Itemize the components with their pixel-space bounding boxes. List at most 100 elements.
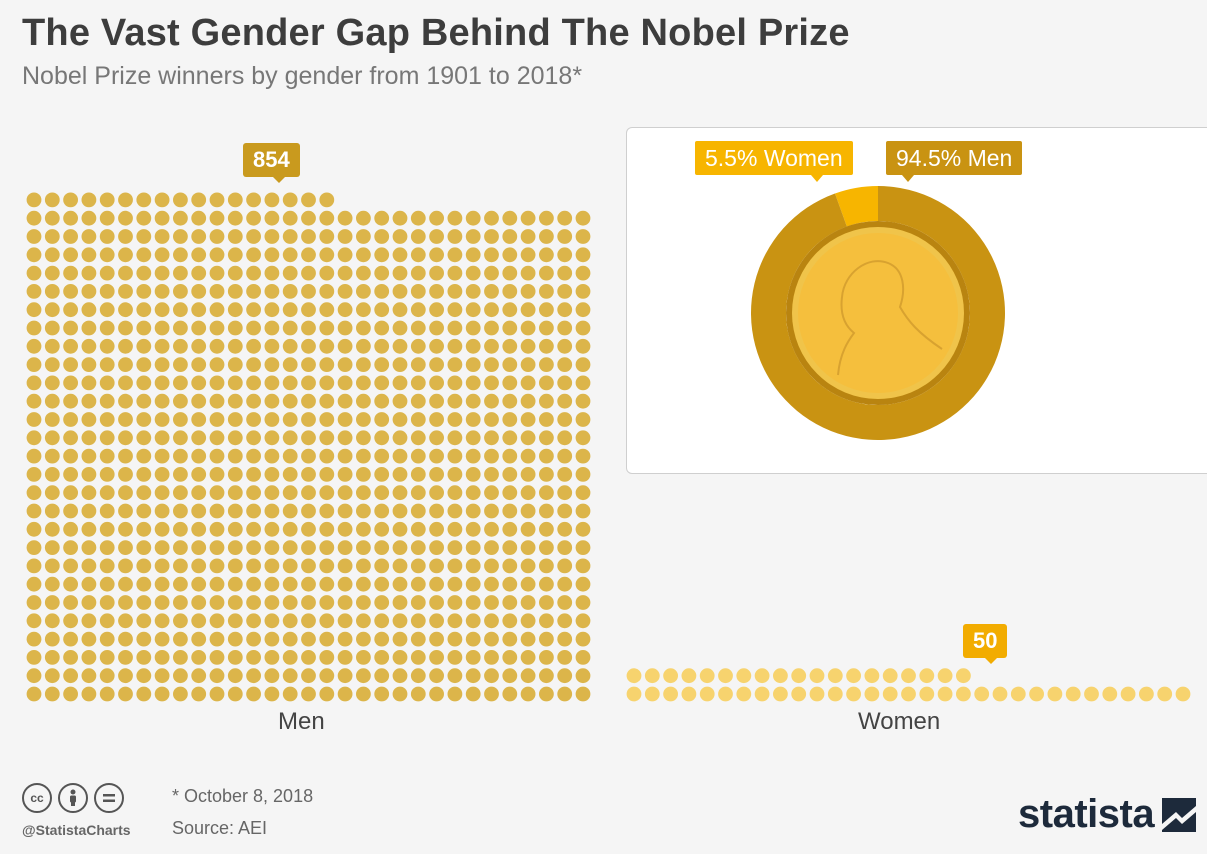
dot-men [154, 650, 170, 665]
dot-men [136, 412, 152, 427]
dot-men [484, 375, 499, 391]
dot-men [429, 448, 444, 464]
dot-men [63, 265, 78, 281]
dot-men [575, 595, 591, 610]
dot-men [301, 613, 316, 629]
dot-men [282, 686, 298, 702]
dot-men [356, 302, 371, 318]
dot-men [246, 448, 261, 464]
dot-men [557, 210, 573, 226]
dot-men [557, 375, 573, 391]
dot-men [81, 284, 97, 299]
dot-men [81, 631, 97, 647]
dot-men [154, 192, 170, 208]
dot-men [356, 229, 371, 244]
dot-men [557, 448, 573, 464]
dot-men [447, 521, 463, 537]
dot-men [191, 338, 207, 354]
dot-men [301, 393, 316, 409]
dot-men [63, 558, 78, 574]
dot-men [26, 631, 42, 647]
dot-men [136, 485, 152, 501]
dot-men [136, 302, 152, 318]
dot-men [173, 686, 188, 702]
dot-men [319, 320, 335, 336]
dot-men [502, 448, 518, 464]
dot-men [246, 503, 261, 519]
dot-men [502, 302, 518, 318]
dot-men [282, 229, 298, 244]
dot-men [356, 412, 371, 427]
dot-men [429, 302, 444, 318]
dot-men [301, 540, 316, 555]
dot-men [227, 302, 243, 318]
dot-men [282, 668, 298, 684]
dot-men [447, 320, 463, 336]
dot-men [282, 613, 298, 629]
dot-women [974, 686, 990, 702]
dot-men [337, 668, 353, 684]
dot-men [337, 393, 353, 409]
dot-men [264, 631, 280, 647]
dot-men [465, 393, 481, 409]
dot-men [539, 265, 554, 281]
dot-men [227, 540, 243, 555]
dot-men [337, 247, 353, 263]
dot-men [154, 430, 170, 446]
dot-men [44, 467, 60, 482]
dot-men [227, 558, 243, 574]
dot-men [484, 247, 499, 263]
dot-men [118, 558, 133, 574]
dot-men [301, 430, 316, 446]
dot-men [227, 229, 243, 244]
dot-men [374, 210, 390, 226]
dot-men [154, 686, 170, 702]
dot-men [118, 650, 133, 665]
dot-men [484, 302, 499, 318]
dot-men [374, 393, 390, 409]
dot-men [557, 412, 573, 427]
dot-men [301, 521, 316, 537]
dot-men [301, 558, 316, 574]
dot-women [1029, 686, 1044, 702]
dot-men [374, 375, 390, 391]
dot-men [63, 521, 78, 537]
dot-men [301, 229, 316, 244]
dot-men [539, 613, 554, 629]
dot-men [410, 375, 426, 391]
dot-men [209, 302, 225, 318]
dot-men [63, 576, 78, 592]
dot-men [410, 631, 426, 647]
dot-men [154, 485, 170, 501]
dot-men [99, 467, 115, 482]
dot-men [282, 302, 298, 318]
dot-men [575, 357, 591, 372]
dot-men [81, 375, 97, 391]
dot-men [209, 521, 225, 537]
dot-men [246, 302, 261, 318]
dot-women [791, 668, 807, 684]
dot-men [520, 631, 536, 647]
dot-men [81, 338, 97, 354]
dot-men [337, 430, 353, 446]
dot-men [26, 284, 42, 299]
dot-men [136, 521, 152, 537]
dot-men [575, 686, 591, 702]
dot-men [173, 265, 188, 281]
dot-men [356, 357, 371, 372]
dot-men [539, 357, 554, 372]
dot-men [99, 650, 115, 665]
dot-men [209, 686, 225, 702]
dot-men [246, 338, 261, 354]
dot-women [663, 668, 678, 684]
dot-women [992, 686, 1008, 702]
dot-men [26, 521, 42, 537]
dot-men [136, 265, 152, 281]
dot-men [484, 467, 499, 482]
dot-men [374, 668, 390, 684]
dot-men [191, 686, 207, 702]
dot-men [557, 650, 573, 665]
dot-women [919, 686, 935, 702]
dot-men [539, 558, 554, 574]
